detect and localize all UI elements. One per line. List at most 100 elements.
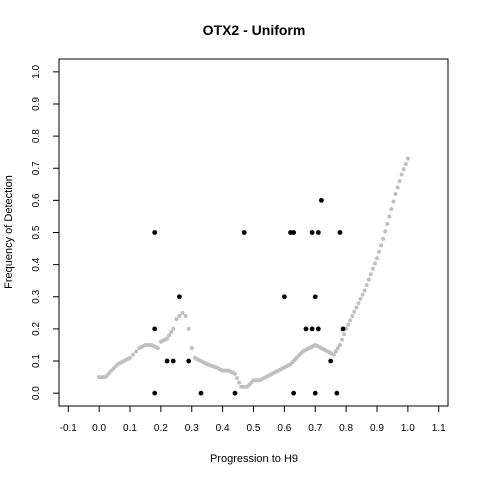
data-point (334, 390, 340, 396)
trend-point (180, 310, 185, 315)
y-tick-label: 0.7 (31, 161, 42, 175)
data-point (152, 230, 158, 235)
data-point (337, 230, 343, 235)
trend-point (393, 191, 398, 196)
x-tick-label: 1.1 (432, 423, 446, 434)
trend-point (165, 336, 170, 341)
y-tick-label: 0.6 (31, 193, 42, 207)
x-tick-label: -0.1 (60, 423, 78, 434)
data-point (309, 230, 315, 235)
data-point (312, 390, 318, 396)
data-point (315, 326, 321, 332)
data-point (198, 390, 204, 396)
x-tick-label: 0.5 (247, 423, 261, 434)
series-0 (97, 156, 410, 389)
trend-point (360, 292, 365, 297)
trend-point (155, 346, 160, 351)
data-point (340, 326, 346, 332)
trend-point (235, 376, 240, 381)
trend-point (379, 243, 384, 248)
trend-point (333, 349, 338, 354)
y-axis-label: Frequency of Detection (3, 175, 15, 289)
trend-point (358, 296, 363, 301)
x-tick-label: 0.3 (185, 423, 199, 434)
trend-point (368, 272, 373, 277)
x-tick-label: 1.0 (401, 423, 415, 434)
x-tick-label: 0.6 (277, 423, 291, 434)
y-tick-label: 0.5 (31, 225, 42, 239)
data-point (328, 358, 334, 364)
trend-point (387, 214, 392, 219)
trend-point (352, 309, 357, 314)
trend-point (348, 318, 353, 323)
trend-point (237, 380, 242, 385)
x-tick-label: 0.0 (92, 423, 106, 434)
trend-point (342, 332, 347, 337)
x-tick-label: 0.1 (123, 423, 137, 434)
x-axis-label: Progression to H9 (210, 453, 298, 465)
trend-point (131, 352, 136, 357)
series-1 (152, 197, 346, 396)
trend-point (383, 229, 388, 234)
data-point (186, 358, 192, 364)
data-point (303, 326, 309, 332)
data-point (315, 230, 321, 235)
trend-point (399, 172, 404, 177)
series-layer (97, 156, 410, 396)
trend-point (186, 326, 191, 331)
x-tick-label: 0.2 (154, 423, 168, 434)
x-tick-label: 0.4 (216, 423, 230, 434)
trend-point (364, 282, 369, 287)
trend-point (395, 185, 400, 190)
chart-title: OTX2 - Uniform (203, 22, 306, 38)
y-tick-label: 0.0 (31, 386, 42, 400)
trend-point (389, 206, 394, 211)
data-point (319, 197, 324, 203)
x-tick-label: 0.9 (370, 423, 384, 434)
trend-point (401, 167, 406, 172)
data-point (170, 358, 176, 364)
data-point (291, 390, 297, 396)
y-tick-label: 1.0 (31, 64, 42, 78)
trend-point (372, 261, 377, 266)
data-point (152, 390, 158, 396)
y-tick-label: 0.9 (31, 97, 42, 111)
trend-point (340, 337, 344, 342)
trend-point (377, 249, 382, 254)
trend-point (385, 221, 390, 226)
x-axis: -0.1 0.0 0.1 0.2 0.3 0.4 0.5 0.6 0.7 0.8 0.9 1.0 1.1 (60, 406, 446, 434)
trend-point (366, 277, 371, 282)
data-point (281, 294, 287, 300)
data-point (164, 358, 170, 364)
trend-point (189, 346, 194, 351)
trend-point (354, 305, 359, 310)
trend-point (232, 371, 237, 376)
data-point (177, 294, 182, 300)
trend-point (346, 322, 351, 327)
trend-point (171, 326, 176, 331)
trend-point (177, 314, 182, 319)
y-tick-label: 0.8 (31, 129, 42, 143)
trend-point (183, 314, 188, 319)
data-point (232, 390, 238, 396)
y-tick-label: 0.3 (31, 289, 42, 303)
trend-point (350, 314, 355, 319)
y-axis: 0.0 0.1 0.2 0.3 0.4 0.5 0.6 0.7 0.8 0.9 1.0 (31, 64, 59, 400)
trend-point (169, 330, 174, 335)
data-point (291, 230, 297, 235)
trend-point (174, 317, 179, 322)
trend-point (134, 349, 139, 354)
x-tick-label: 0.7 (308, 423, 322, 434)
trend-point (381, 236, 386, 241)
plot-frame (58, 58, 449, 407)
trend-point (374, 256, 379, 261)
data-point (241, 230, 247, 235)
data-point (312, 294, 318, 300)
data-point (309, 326, 315, 332)
trend-point (403, 161, 408, 166)
trend-point (362, 288, 367, 293)
trend-point (391, 199, 396, 204)
x-tick-label: 0.8 (339, 423, 353, 434)
y-tick-label: 0.1 (31, 354, 42, 368)
